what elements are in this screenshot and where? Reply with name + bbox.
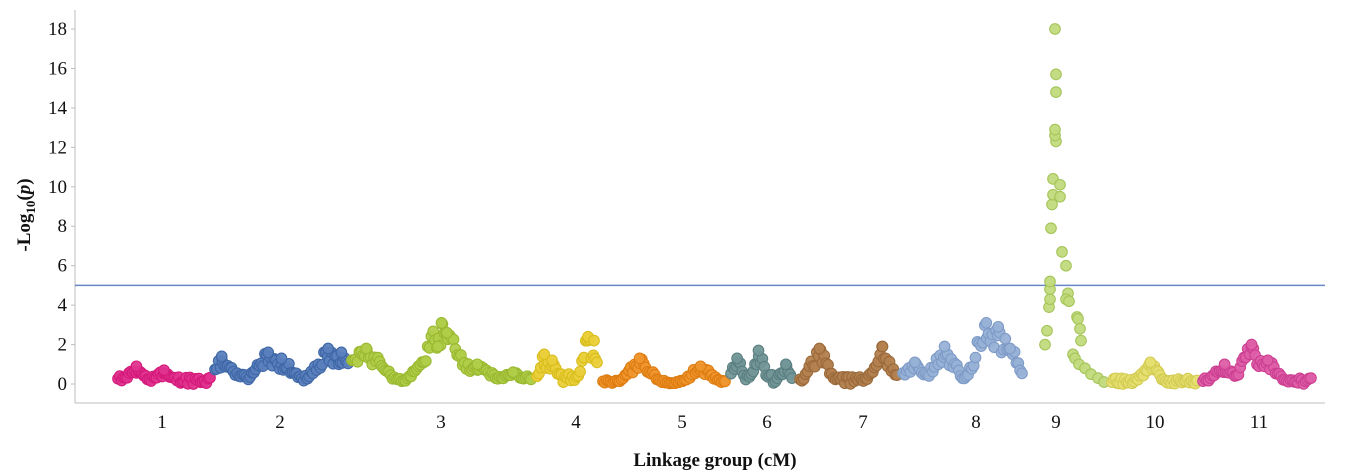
data-point <box>731 352 743 365</box>
data-point <box>419 355 432 367</box>
data-point <box>507 366 519 379</box>
data-point <box>158 364 170 377</box>
x-tick-label: 10 <box>1146 412 1165 433</box>
data-point <box>999 332 1012 345</box>
data-point <box>876 340 889 353</box>
data-point <box>1074 322 1086 335</box>
data-point <box>1075 334 1087 347</box>
x-tick-label: 2 <box>275 412 285 433</box>
y-axis-ticks: 0 2 4 6 8 10 12 14 16 18 <box>48 19 75 395</box>
x-tick-label: 8 <box>971 412 981 433</box>
x-tick-label: 1 <box>157 412 167 433</box>
y-tick-label: 8 <box>58 216 68 237</box>
data-point <box>1060 259 1072 272</box>
data-point <box>780 358 792 371</box>
plot-axes <box>74 10 1325 404</box>
data-point <box>1056 246 1068 258</box>
data-point <box>1218 358 1231 371</box>
data-point <box>441 326 453 339</box>
data-point <box>633 352 646 365</box>
data-point <box>1049 23 1061 35</box>
data-point <box>752 344 765 357</box>
data-point <box>1245 338 1258 351</box>
data-point <box>909 356 921 369</box>
y-axis-title-variable: p <box>14 185 35 197</box>
data-point <box>1045 222 1057 235</box>
data-point <box>980 317 993 329</box>
data-point <box>1050 68 1062 81</box>
x-tick-label: 6 <box>762 412 772 433</box>
x-tick-label: 3 <box>436 412 446 433</box>
data-point <box>335 346 348 359</box>
data-point <box>432 340 444 353</box>
data-point <box>992 320 1005 333</box>
y-tick-label: 2 <box>58 335 68 356</box>
data-point <box>1046 198 1058 211</box>
y-axis-title-open-paren: ( <box>14 194 35 200</box>
data-point <box>262 346 275 359</box>
data-point <box>591 356 603 369</box>
y-axis-title-subscript: 10 <box>23 201 38 214</box>
y-tick-label: 10 <box>48 177 67 198</box>
x-tick-label: 11 <box>1250 412 1268 433</box>
data-point <box>1305 372 1317 384</box>
data-point <box>1044 275 1056 288</box>
data-point <box>360 342 373 355</box>
data-point <box>1144 356 1157 369</box>
data-point <box>1016 367 1028 380</box>
data-point <box>471 358 484 371</box>
data-point <box>588 334 600 347</box>
y-axis-title: -Log10(p) <box>14 178 38 251</box>
data-point <box>435 317 448 329</box>
data-point <box>1261 354 1274 367</box>
x-tick-label: 9 <box>1051 412 1061 433</box>
data-point <box>719 375 731 388</box>
data-point <box>694 360 707 373</box>
x-tick-label: 5 <box>677 412 687 433</box>
data-point <box>1063 295 1075 308</box>
data-point <box>1054 178 1066 191</box>
x-axis-title: Linkage group (cM) <box>633 450 796 471</box>
data-point <box>1072 313 1084 325</box>
data-point <box>538 348 551 361</box>
y-tick-label: 0 <box>58 374 68 395</box>
data-point <box>1049 123 1061 136</box>
x-tick-label: 7 <box>858 412 868 433</box>
y-tick-label: 16 <box>48 58 67 79</box>
data-point <box>130 360 143 373</box>
data-point <box>1004 342 1016 355</box>
data-point <box>546 354 558 367</box>
data-point <box>1050 86 1062 98</box>
data-points <box>112 23 1317 390</box>
y-tick-label: 14 <box>48 98 68 119</box>
y-tick-label: 12 <box>48 137 67 158</box>
y-tick-label: 4 <box>58 295 68 316</box>
data-point <box>215 350 228 363</box>
data-point <box>938 340 951 353</box>
y-axis-title-main: -Log <box>14 213 35 252</box>
data-point <box>1044 293 1056 306</box>
data-point <box>574 365 586 378</box>
data-point <box>1041 324 1053 337</box>
x-tick-label: 4 <box>571 412 581 433</box>
x-axis-ticks: 1 2 3 4 5 6 7 8 9 10 11 <box>157 412 1268 433</box>
data-point <box>813 342 826 355</box>
y-tick-label: 6 <box>58 256 68 277</box>
data-point <box>1054 190 1066 203</box>
data-point <box>275 352 288 365</box>
y-tick-label: 18 <box>48 19 67 40</box>
data-point <box>322 342 334 355</box>
data-point <box>1039 338 1051 351</box>
y-axis-title-close-paren: ) <box>14 178 35 184</box>
data-point <box>969 351 982 364</box>
